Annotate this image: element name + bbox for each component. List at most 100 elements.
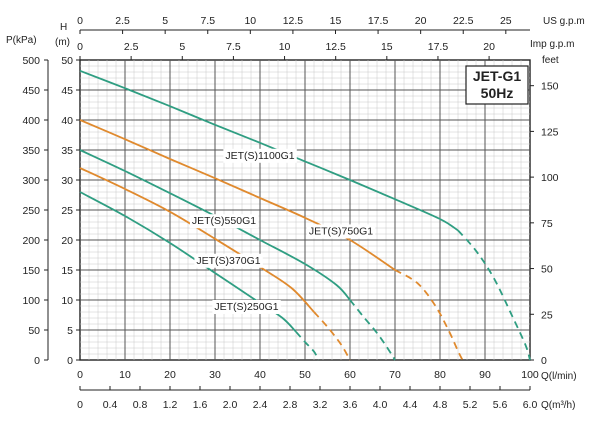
h-tick-label: 10 <box>61 295 73 307</box>
h-tick-label: 35 <box>61 145 73 157</box>
q-m3h-tick-label: 5.6 <box>493 399 508 411</box>
us-gpm-tick-label: 2.5 <box>115 15 130 27</box>
h-tick-label: 20 <box>61 235 73 247</box>
feet-tick-label: 125 <box>541 126 559 138</box>
q-lmin-tick-label: 40 <box>254 369 266 381</box>
us-gpm-tick-label: 7.5 <box>200 15 215 27</box>
title-box-frame <box>465 65 529 105</box>
q-lmin-tick-label: 0 <box>77 369 83 381</box>
curve-dashed-0 <box>457 229 531 361</box>
q-m3h-tick-label: 1.2 <box>163 399 178 411</box>
series-label-bg-3 <box>194 253 263 268</box>
q-lmin-tick-label: 30 <box>209 369 221 381</box>
q-m3h-tick-label: 4.8 <box>433 399 448 411</box>
h-tick-label: 30 <box>61 175 73 187</box>
q-m3h-tick-label: 3.2 <box>313 399 328 411</box>
q-lmin-tick-label: 70 <box>389 369 401 381</box>
q-lmin-tick-label: 80 <box>434 369 446 381</box>
q-m3h-tick-label: 6.0 <box>523 399 538 411</box>
imp-gpm-tick-label: 15 <box>381 41 393 53</box>
p-kpa-tick-label: 50 <box>28 325 40 337</box>
q-m3h-tick-label: 2.8 <box>283 399 298 411</box>
feet-tick-label: 50 <box>541 264 553 276</box>
feet-tick-label: 75 <box>541 218 553 230</box>
q-m3h-tick-label: 0.8 <box>133 399 148 411</box>
imp-gpm-tick-label: 7.5 <box>226 41 241 53</box>
q-lmin-tick-label: 100 <box>521 369 539 381</box>
q-m3h-tick-label: 0.4 <box>103 399 118 411</box>
title-box: JET-G1 50Hz <box>465 65 529 105</box>
chart-subtitle: 50Hz <box>481 85 514 101</box>
h-tick-label: 0 <box>67 355 73 367</box>
p-kpa-tick-label: 150 <box>22 265 40 277</box>
curve-dashed-2 <box>349 299 396 361</box>
p-kpa-tick-label: 350 <box>22 145 40 157</box>
us-gpm-tick-label: 15 <box>330 15 342 27</box>
q-m3h-tick-label: 3.6 <box>343 399 358 411</box>
curve-dashed-1 <box>394 269 464 361</box>
feet-tick-label: 0 <box>541 355 547 367</box>
series-label-bg-4 <box>212 300 281 314</box>
p-kpa-tick-label: 100 <box>22 295 40 307</box>
feet-tick-label: 25 <box>541 309 553 321</box>
series-label-2: JET(S)550G1 <box>192 215 256 227</box>
q-lmin-tick-label: 50 <box>299 369 311 381</box>
feet-tick-label: 100 <box>541 172 559 184</box>
imp-gpm-tick-label: 20 <box>483 41 495 53</box>
q-m3h-tick-label: 2.0 <box>223 399 238 411</box>
series-label-bg-0 <box>223 148 297 163</box>
q-m3h-tick-label: 2.4 <box>253 399 268 411</box>
h-axis-label: H <box>60 22 67 33</box>
series-label-1: JET(S)750G1 <box>309 225 373 237</box>
h-tick-label: 40 <box>61 115 73 127</box>
h-axis-unit-label: (m) <box>55 37 70 48</box>
q-m3h-tick-label: 0 <box>77 399 83 411</box>
q-lmin-tick-label: 20 <box>164 369 176 381</box>
q-m3h-tick-label: 4.0 <box>373 399 388 411</box>
q-lmin-tick-label: 10 <box>119 369 131 381</box>
q-lmin-tick-label: 90 <box>479 369 491 381</box>
us-gpm-tick-label: 22.5 <box>453 15 474 27</box>
p-kpa-tick-label: 500 <box>22 55 40 67</box>
series-label-4: JET(S)250G1 <box>214 301 278 313</box>
q-m3h-tick-label: 1.6 <box>193 399 208 411</box>
p-kpa-tick-label: 450 <box>22 85 40 97</box>
curve-solid-1 <box>79 119 396 271</box>
h-tick-label: 5 <box>67 325 73 337</box>
curve-solid-3 <box>79 167 315 313</box>
axes: 0501001502002503003504004505000510152025… <box>22 15 558 411</box>
p-kpa-tick-label: 0 <box>34 355 40 367</box>
us-gpm-tick-label: 0 <box>77 15 83 27</box>
curve-dashed-3 <box>313 311 351 361</box>
p-kpa-axis-label: P(kPa) <box>6 35 37 46</box>
p-kpa-tick-label: 250 <box>22 205 40 217</box>
p-kpa-tick-label: 400 <box>22 115 40 127</box>
curve-solid-4 <box>79 191 297 333</box>
h-tick-label: 45 <box>61 85 73 97</box>
h-tick-label: 50 <box>61 55 73 67</box>
feet-tick-label: 150 <box>541 81 559 93</box>
p-kpa-tick-label: 200 <box>22 235 40 247</box>
us-gpm-tick-label: 25 <box>500 15 512 27</box>
us-gpm-tick-label: 10 <box>244 15 256 27</box>
us-gpm-tick-label: 5 <box>162 15 168 27</box>
imp-gpm-tick-label: 17.5 <box>428 41 449 53</box>
imp-gpm-tick-label: 10 <box>279 41 291 53</box>
us-gpm-tick-label: 20 <box>415 15 427 27</box>
chart-title: JET-G1 <box>473 68 521 84</box>
q-m3h-tick-label: 5.2 <box>463 399 478 411</box>
p-kpa-tick-label: 300 <box>22 175 40 187</box>
series-labels: JET(S)1100G1 JET(S)750G1 JET(S)550G1 JET(S)… <box>189 148 376 314</box>
series-label-bg-1 <box>306 224 376 239</box>
feet-axis-label: feet <box>542 55 559 66</box>
q-lmin-axis-label: Q(l/min) <box>541 371 577 382</box>
series-label-bg-2 <box>189 214 259 229</box>
h-tick-label: 15 <box>61 265 73 277</box>
imp-gpm-tick-label: 0 <box>77 41 83 53</box>
series-label-0: JET(S)1100G1 <box>225 150 294 162</box>
h-tick-label: 25 <box>61 205 73 217</box>
us-gpm-axis-label: US g.p.m <box>543 16 585 27</box>
us-gpm-tick-label: 12.5 <box>283 15 304 27</box>
imp-gpm-axis-label: Imp g.p.m <box>530 39 574 50</box>
